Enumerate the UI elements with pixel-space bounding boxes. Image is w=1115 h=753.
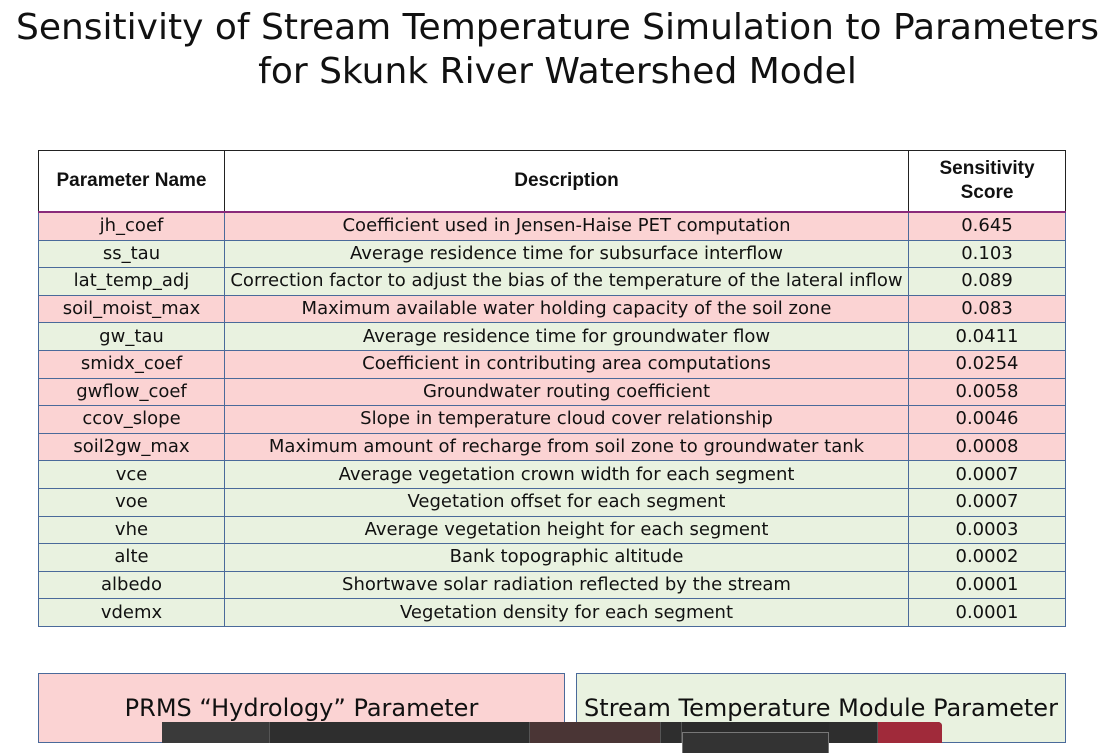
score-cell: 0.0254 [908,349,1066,379]
toolbar-close-button[interactable] [878,722,942,743]
score-cell: 0.103 [908,239,1066,269]
table-header-row: Parameter Name Description Sensitivity S… [38,150,1066,213]
description-cell: Shortwave solar radiation reflected by t… [224,570,909,600]
description-cell: Vegetation density for each segment [224,598,909,627]
score-cell: 0.0046 [908,405,1066,434]
description-cell: Slope in temperature cloud cover relatio… [224,405,909,434]
score-cell: 0.0002 [908,543,1066,572]
score-cell: 0.0411 [908,322,1066,351]
table-row: soil_moist_max Maximum available water ho… [38,294,1066,324]
description-cell: Average vegetation height for each segme… [224,515,909,545]
table-row: ccov_slope Slope in temperature cloud cov… [38,405,1066,434]
table-row: soil2gw_max Maximum amount of recharge fr… [38,432,1066,462]
parameter-name-cell: lat_temp_adj [38,267,225,296]
description-cell: Groundwater routing coefficient [224,377,909,407]
table-row: ss_tau Average residence time for subsurf… [38,239,1066,269]
description-cell: Vegetation offset for each segment [224,487,909,517]
table-row: gw_tau Average residence time for groundw… [38,322,1066,351]
parameter-name-cell: smidx_coef [38,349,225,379]
table-row: vhe Average vegetation height for each se… [38,515,1066,545]
parameter-name-cell: soil2gw_max [38,432,225,462]
table-row: alte Bank topographic altitude 0.0002 [38,543,1066,572]
score-cell: 0.0058 [908,377,1066,407]
description-cell: Correction factor to adjust the bias of … [224,267,909,296]
score-cell: 0.0001 [908,598,1066,627]
table-row: voe Vegetation offset for each segment 0.0… [38,487,1066,517]
title-line-2: for Skunk River Watershed Model [258,51,857,92]
score-cell: 0.0007 [908,460,1066,489]
table-row: vce Average vegetation crown width for ea… [38,460,1066,489]
parameter-name-cell: vdemx [38,598,225,627]
score-cell: 0.0007 [908,487,1066,517]
parameter-name-cell: soil_moist_max [38,294,225,324]
toolbar-segment[interactable] [162,722,270,743]
parameter-name-cell: gwflow_coef [38,377,225,407]
table-row: albedo Shortwave solar radiation reflecte… [38,570,1066,600]
score-cell: 0.089 [908,267,1066,296]
presentation-toolbar[interactable] [162,722,942,753]
parameter-name-cell: ccov_slope [38,405,225,434]
table-row: smidx_coef Coefficient in contributing ar… [38,349,1066,379]
table-row: lat_temp_adj Correction factor to adjust … [38,267,1066,296]
description-cell: Maximum amount of recharge from soil zon… [224,432,909,462]
description-cell: Bank topographic altitude [224,543,909,572]
description-cell: Coefficient used in Jensen-Haise PET com… [224,210,909,241]
header-score-line-2: Score [960,182,1014,203]
parameter-name-cell: voe [38,487,225,517]
score-cell: 0.0008 [908,432,1066,462]
table-body: jh_coef Coefficient used in Jensen-Haise … [38,210,1066,627]
parameter-name-cell: ss_tau [38,239,225,269]
header-score-line-1: Sensitivity [939,158,1035,179]
table-row: jh_coef Coefficient used in Jensen-Haise … [38,210,1066,241]
score-cell: 0.0001 [908,570,1066,600]
toolbar-segment[interactable] [269,722,531,743]
description-cell: Maximum available water holding capacity… [224,294,909,324]
title-line-1: Sensitivity of Stream Temperature Simula… [15,7,1100,48]
score-cell: 0.083 [908,294,1066,324]
parameter-name-cell: gw_tau [38,322,225,351]
description-cell: Average residence time for subsurface in… [224,239,909,269]
page-title: Sensitivity of Stream Temperature Simula… [0,6,1115,94]
sensitivity-table: Parameter Name Description Sensitivity S… [38,150,1066,627]
header-description: Description [224,150,909,213]
parameter-name-cell: alte [38,543,225,572]
parameter-name-cell: albedo [38,570,225,600]
parameter-name-cell: vce [38,460,225,489]
table-row: gwflow_coef Groundwater routing coefficie… [38,377,1066,407]
table-row: vdemx Vegetation density for each segment… [38,598,1066,627]
toolbar-segment[interactable] [829,722,879,743]
header-parameter-name: Parameter Name [38,150,225,213]
toolbar-segment[interactable] [660,722,682,743]
header-sensitivity-score: Sensitivity Score [908,150,1066,213]
description-cell: Average residence time for groundwater f… [224,322,909,351]
toolbar-segment[interactable] [530,722,661,743]
description-cell: Coefficient in contributing area computa… [224,349,909,379]
parameter-name-cell: jh_coef [38,210,225,241]
description-cell: Average vegetation crown width for each … [224,460,909,489]
score-cell: 0.645 [908,210,1066,241]
parameter-name-cell: vhe [38,515,225,545]
score-cell: 0.0003 [908,515,1066,545]
